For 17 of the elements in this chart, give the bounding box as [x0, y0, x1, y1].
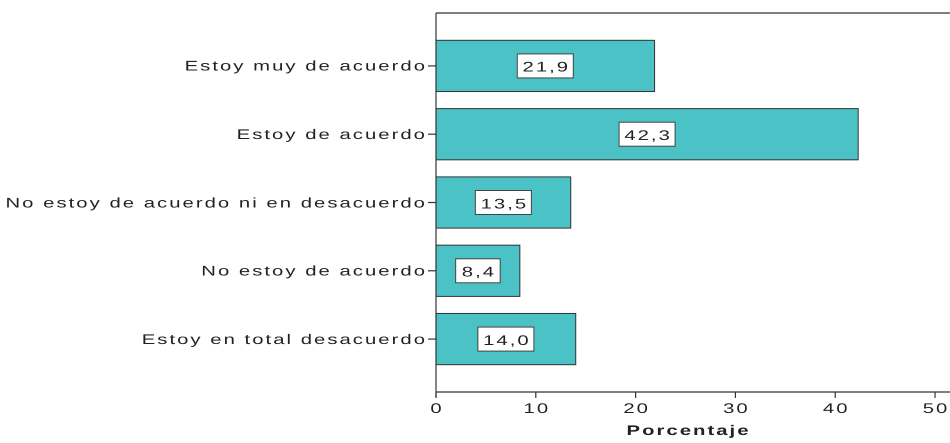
- data-label: 42,3: [624, 127, 672, 144]
- data-label: 14,0: [483, 332, 531, 348]
- x-axis-title: Porcentaje: [626, 422, 751, 438]
- data-label: 13,5: [480, 195, 528, 212]
- x-tick-label: 50: [922, 400, 950, 416]
- x-tick-label: 0: [430, 400, 444, 416]
- y-tick-label: No estoy de acuerdo: [201, 262, 427, 279]
- data-label: 21,9: [522, 58, 570, 75]
- x-tick-label: 40: [822, 400, 850, 416]
- y-tick-label: No estoy de acuerdo ni en desacuerdo: [5, 194, 427, 211]
- x-tick-label: 10: [524, 400, 550, 416]
- data-label: 8,4: [462, 264, 496, 280]
- y-tick-label: Estoy en total desacuerdo: [142, 331, 427, 348]
- y-tick-label: Estoy muy de acuerdo: [184, 58, 427, 74]
- y-tick-label: Estoy de acuerdo: [236, 126, 427, 142]
- x-tick-label: 20: [623, 400, 650, 416]
- x-tick-label: 30: [723, 400, 750, 416]
